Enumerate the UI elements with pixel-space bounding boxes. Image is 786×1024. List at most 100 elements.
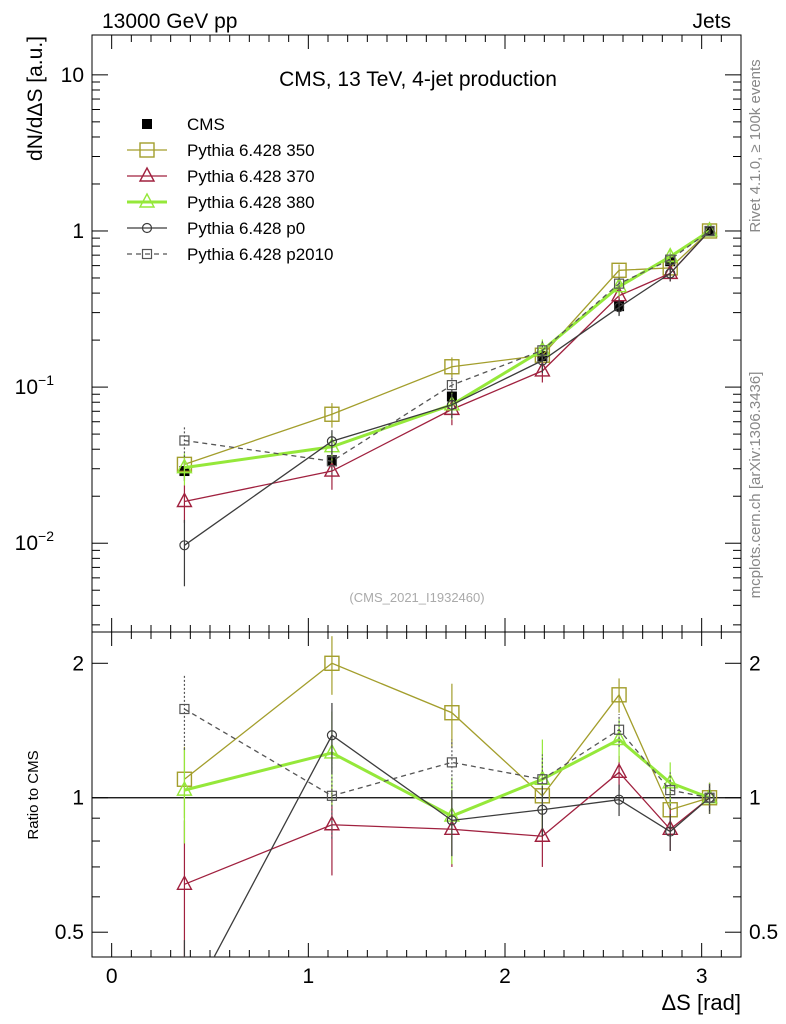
ratio-y-tick-label-right: 1: [749, 787, 761, 810]
legend-label: Pythia 6.428 p0: [187, 219, 305, 238]
data-point: [176, 492, 193, 508]
data-point: [179, 703, 190, 715]
series-pythia-6-428-p2010: [179, 675, 715, 839]
legend-item-pythia-6-428-370: Pythia 6.428 370: [127, 166, 315, 186]
data-point: [326, 790, 338, 801]
data-point: [180, 1008, 189, 1017]
series-pythia-6-428-p0: [180, 702, 715, 1017]
data-point: [537, 355, 548, 366]
series-line: [184, 230, 711, 503]
ratio-y-tick-label: 1: [72, 787, 84, 810]
data-point: [446, 379, 457, 391]
series-line: [184, 230, 711, 546]
legend-item-cms: CMS: [142, 115, 225, 134]
analysis-id-label: (CMS_2021_I1932460): [349, 590, 484, 605]
data-point: [665, 268, 676, 279]
legend-item-pythia-6-428-380: Pythia 6.428 380: [127, 192, 315, 212]
ratio-y-tick-label-right: 0.5: [749, 921, 778, 944]
series-cms: [179, 225, 715, 482]
ratio-y-axis-label: Ratio to CMS: [25, 750, 42, 839]
ratio-y-tick-label: 2: [72, 652, 84, 675]
legend-label: Pythia 6.428 370: [187, 167, 315, 186]
data-point: [534, 826, 551, 842]
main-y-tick-label: 1: [72, 220, 84, 243]
main-y-tick-label: 10−1: [15, 372, 55, 399]
data-point: [176, 458, 193, 474]
data-point: [611, 687, 627, 703]
data-point: [610, 277, 628, 293]
series-line: [184, 737, 711, 818]
series-line: [184, 230, 710, 462]
data-point: [326, 436, 338, 447]
series-pythia-6-428-370: [176, 756, 718, 957]
main-y-tick-label: 10: [61, 64, 84, 87]
data-point: [665, 785, 676, 796]
series-line: [184, 229, 711, 470]
series-pythia-6-428-370: [176, 221, 718, 523]
ratio-y-tick-label-right: 2: [749, 652, 761, 675]
legend-marker: [138, 192, 156, 208]
data-point: [179, 540, 190, 551]
series-line: [184, 708, 710, 799]
main-panel: CMS, 13 TeV, 4-jet production (CMS_2021_…: [15, 34, 742, 633]
data-point: [176, 874, 193, 891]
series-line: [184, 662, 710, 811]
data-point: [665, 826, 676, 837]
data-point: [613, 302, 625, 313]
x-tick-label: 0: [106, 965, 118, 988]
data-point: [179, 435, 190, 446]
data-point: [446, 815, 457, 826]
legend-label: Pythia 6.428 p2010: [187, 245, 334, 264]
data-point: [537, 804, 548, 815]
data-point: [323, 461, 341, 477]
x-axis-label: ΔS [rad]: [661, 990, 741, 1015]
main-y-tick-label: 10−2: [15, 528, 55, 555]
data-point: [444, 705, 460, 721]
legend-label: Pythia 6.428 350: [187, 141, 315, 160]
ratio-frame: [91, 631, 742, 958]
ratio-y-tick-label: 0.5: [55, 921, 84, 944]
data-point: [613, 724, 625, 735]
x-tick-label: 2: [499, 965, 511, 988]
legend-item-pythia-6-428-350: Pythia 6.428 350: [127, 141, 315, 160]
legend-marker: [139, 142, 155, 158]
data-point: [324, 655, 340, 671]
data-point: [610, 762, 628, 779]
series-line: [213, 734, 710, 957]
series-pythia-6-428-350: [176, 636, 718, 839]
legend: CMS Pythia 6.428 350 Pythia 6.428 370 Pythi…: [127, 115, 334, 264]
data-point: [446, 399, 457, 410]
legend-item-pythia-6-428-p0: Pythia 6.428 p0: [127, 219, 305, 238]
data-point: [610, 730, 628, 746]
legend-item-pythia-6-428-p2010: Pythia 6.428 p2010: [127, 245, 334, 264]
data-point: [326, 456, 338, 467]
data-point: [326, 730, 338, 741]
data-point: [665, 254, 676, 265]
data-point: [324, 406, 340, 422]
energy-header: 13000 GeV pp: [102, 10, 237, 33]
chart-title: CMS, 13 TeV, 4-jet production: [279, 68, 557, 91]
data-point: [613, 794, 625, 805]
legend-marker: [141, 222, 153, 234]
data-point: [534, 361, 551, 377]
series-line: [184, 771, 710, 885]
data-point: [537, 774, 548, 785]
series-pythia-6-428-p0: [179, 225, 715, 587]
y-axis-label: dN/dΔS [a.u.]: [24, 36, 47, 161]
series-pythia-6-428-380: [176, 711, 718, 865]
mcplots-reference-label: mcplots.cern.ch [arXiv:1306.3436]: [747, 372, 764, 599]
ratio-panel: Ratio to CMS ΔS [rad] 0.5 0.5 1 1 2 2 0 1 2 3: [25, 631, 778, 1017]
data-point: [704, 225, 715, 237]
data-point: [613, 278, 625, 289]
data-point: [176, 780, 193, 796]
legend-marker: [142, 119, 152, 129]
data-point: [537, 345, 548, 356]
data-point: [444, 359, 460, 375]
series-line: [184, 230, 710, 465]
legend-label: CMS: [187, 115, 225, 134]
x-tick-label: 1: [302, 965, 314, 988]
legend-marker: [138, 166, 156, 182]
x-tick-label: 3: [696, 965, 708, 988]
data-point: [446, 757, 457, 768]
